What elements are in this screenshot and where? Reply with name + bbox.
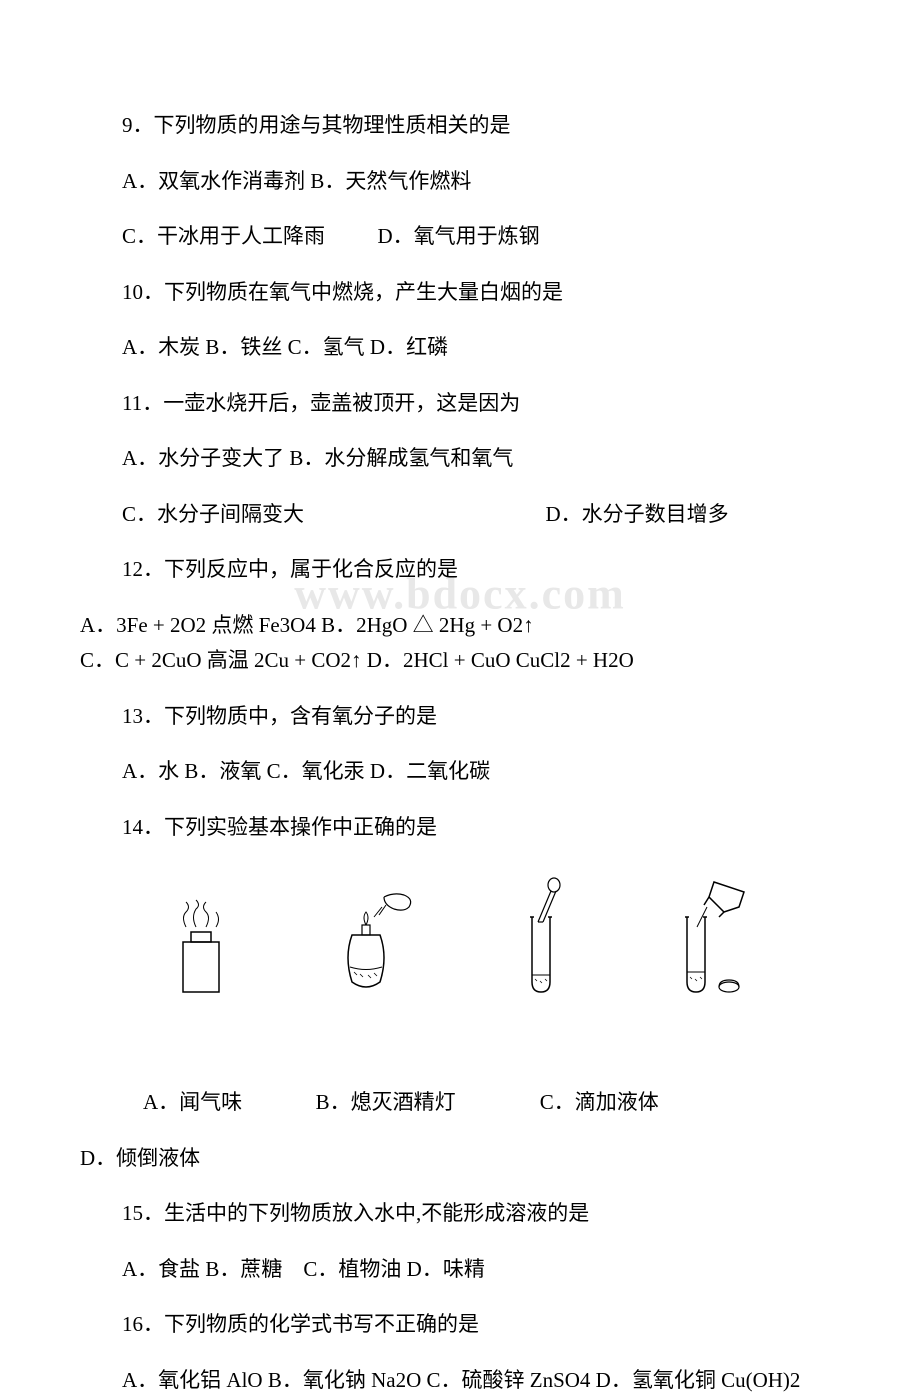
q10-opts: A．木炭 B．铁丝 C．氢气 D．红磷 xyxy=(80,332,840,364)
q9-opts-line2: C．干冰用于人工降雨 D．氧气用于炼钢 xyxy=(80,221,840,253)
q12-prompt: 12．下列反应中，属于化合反应的是 xyxy=(80,554,840,586)
q16-opts: A．氧化铝 AlO B．氧化钠 Na2O C．硫酸锌 ZnSO4 D．氢氧化铜 … xyxy=(80,1365,840,1396)
q9-prompt: 9．下列物质的用途与其物理性质相关的是 xyxy=(80,110,840,142)
q11-opt-c: C．水分子间隔变大 xyxy=(122,502,304,526)
q11-opts-line2: C．水分子间隔变大 D．水分子数目增多 xyxy=(80,499,840,531)
figure-c-dropper-icon xyxy=(506,877,576,997)
q13-opts: A．水 B．液氧 C．氧化汞 D．二氧化碳 xyxy=(80,756,840,788)
q12-opts-line2: C．C + 2CuO 高温 2Cu + CO2↑ D．2HCl + CuO Cu… xyxy=(80,645,840,677)
q9-opts-line1: A．双氧水作消毒剂 B．天然气作燃料 xyxy=(80,166,840,198)
q9-opt-d: D．氧气用于炼钢 xyxy=(378,224,540,248)
figure-d-pour-icon xyxy=(659,877,759,997)
q16-prompt: 16．下列物质的化学式书写不正确的是 xyxy=(80,1309,840,1341)
q14-labels-line: A．闻气味 B．熄灭酒精灯 C．滴加液体 xyxy=(80,1087,840,1119)
q11-opt-d: D．水分子数目增多 xyxy=(546,502,729,526)
q14-label-d: D．倾倒液体 xyxy=(80,1143,840,1175)
q15-opts: A．食盐 B．蔗糖 C．植物油 D．味精 xyxy=(80,1254,840,1286)
q14-label-b: B．熄灭酒精灯 xyxy=(316,1090,456,1114)
q11-opts-line1: A．水分子变大了 B．水分解成氢气和氧气 xyxy=(80,443,840,475)
q14-prompt: 14．下列实验基本操作中正确的是 xyxy=(80,812,840,844)
q12-opts-line1: A．3Fe + 2O2 点燃 Fe3O4 B．2HgO △ 2Hg + O2↑ xyxy=(80,610,840,642)
q14-label-a: A．闻气味 xyxy=(143,1090,242,1114)
q14-label-c: C．滴加液体 xyxy=(540,1090,659,1114)
q11-prompt: 11．一壶水烧开后，壶盖被顶开，这是因为 xyxy=(80,388,840,420)
q9-opt-c: C．干冰用于人工降雨 xyxy=(122,224,325,248)
figure-b-extinguish-icon xyxy=(324,887,424,997)
figure-a-smell-icon xyxy=(161,897,241,997)
q15-prompt: 15．生活中的下列物质放入水中,不能形成溶液的是 xyxy=(80,1198,840,1230)
q13-prompt: 13．下列物质中，含有氧分子的是 xyxy=(80,701,840,733)
q10-prompt: 10．下列物质在氧气中燃烧，产生大量白烟的是 xyxy=(80,277,840,309)
q14-figures xyxy=(80,867,840,1007)
page-content: 9．下列物质的用途与其物理性质相关的是 A．双氧水作消毒剂 B．天然气作燃料 C… xyxy=(80,110,840,1396)
